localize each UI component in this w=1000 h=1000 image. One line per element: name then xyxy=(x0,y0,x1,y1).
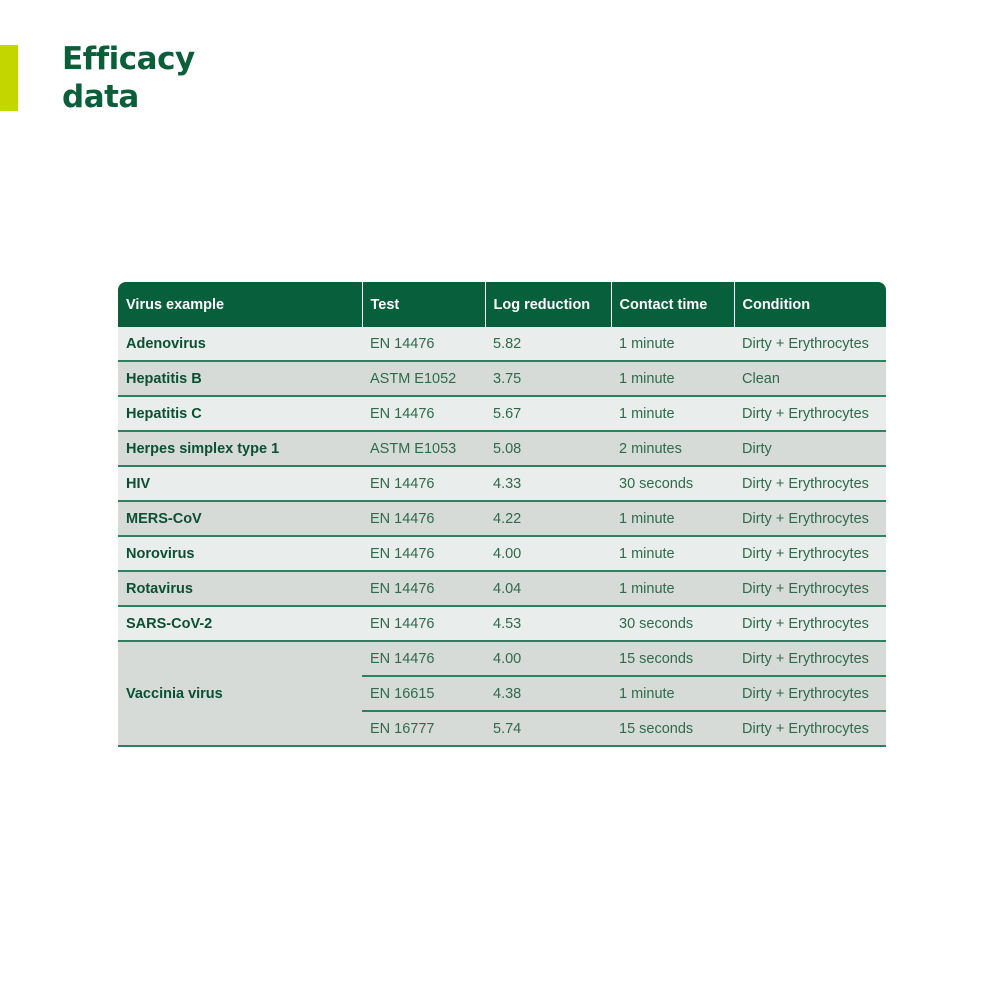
cell-virus: SARS-CoV-2 xyxy=(118,606,362,642)
cell-test: EN 14476 xyxy=(362,327,485,362)
table-row: Hepatitis B ASTM E1052 3.75 1 minute Clean xyxy=(118,361,886,397)
accent-bar xyxy=(0,45,18,111)
cell-condition: Dirty + Erythrocytes xyxy=(734,711,886,747)
table-row: Hepatitis C EN 14476 5.67 1 minute Dirty + E… xyxy=(118,396,886,432)
cell-log-reduction: 4.33 xyxy=(485,466,611,502)
cell-condition: Dirty + Erythrocytes xyxy=(734,466,886,502)
cell-condition: Dirty + Erythrocytes xyxy=(734,676,886,712)
table-row: EN 16615 4.38 1 minute Dirty + Erythrocytes xyxy=(118,676,886,712)
cell-log-reduction: 5.74 xyxy=(485,711,611,747)
table-row: Herpes simplex type 1 ASTM E1053 5.08 2 min… xyxy=(118,431,886,467)
table-row: MERS-CoV EN 14476 4.22 1 minute Dirty + Eryt… xyxy=(118,501,886,537)
cell-log-reduction: 5.08 xyxy=(485,431,611,467)
cell-log-reduction: 5.82 xyxy=(485,327,611,362)
cell-condition: Dirty + Erythrocytes xyxy=(734,641,886,677)
cell-contact-time: 1 minute xyxy=(611,501,734,537)
cell-virus: Herpes simplex type 1 xyxy=(118,431,362,467)
cell-condition: Dirty + Erythrocytes xyxy=(734,327,886,362)
cell-virus: Norovirus xyxy=(118,536,362,572)
cell-condition: Dirty + Erythrocytes xyxy=(734,501,886,537)
table-row: EN 16777 5.74 15 seconds Dirty + Erythrocyt… xyxy=(118,711,886,747)
efficacy-table: Virus example Test Log reduction Contact ti… xyxy=(118,282,886,747)
header-log-reduction: Log reduction xyxy=(485,282,612,327)
cell-virus: Rotavirus xyxy=(118,571,362,607)
cell-condition: Dirty + Erythrocytes xyxy=(734,606,886,642)
cell-test: EN 14476 xyxy=(362,396,485,432)
cell-test: EN 14476 xyxy=(362,501,485,537)
cell-virus: Adenovirus xyxy=(118,327,362,362)
cell-contact-time: 1 minute xyxy=(611,396,734,432)
cell-virus: Vaccinia virus xyxy=(118,641,362,747)
header-test: Test xyxy=(362,282,486,327)
cell-virus: MERS-CoV xyxy=(118,501,362,537)
header-contact-time: Contact time xyxy=(611,282,735,327)
cell-log-reduction: 4.00 xyxy=(485,641,611,677)
table-row: Vaccinia virus EN 14476 4.00 15 seconds Dirt… xyxy=(118,641,886,747)
cell-log-reduction: 4.04 xyxy=(485,571,611,607)
cell-test: EN 16777 xyxy=(362,711,485,747)
cell-contact-time: 1 minute xyxy=(611,361,734,397)
cell-test: EN 16615 xyxy=(362,676,485,712)
cell-contact-time: 1 minute xyxy=(611,676,734,712)
cell-contact-time: 1 minute xyxy=(611,327,734,362)
header-condition: Condition xyxy=(734,282,886,327)
cell-test: EN 14476 xyxy=(362,571,485,607)
cell-test: EN 14476 xyxy=(362,606,485,642)
cell-test: EN 14476 xyxy=(362,641,485,677)
table-row: Adenovirus EN 14476 5.82 1 minute Dirty + Er… xyxy=(118,327,886,362)
cell-condition: Clean xyxy=(734,361,886,397)
table-row: SARS-CoV-2 EN 14476 4.53 30 seconds Dirty + … xyxy=(118,606,886,642)
cell-contact-time: 15 seconds xyxy=(611,641,734,677)
cell-contact-time: 1 minute xyxy=(611,571,734,607)
cell-virus: Hepatitis B xyxy=(118,361,362,397)
cell-virus: HIV xyxy=(118,466,362,502)
cell-test: EN 14476 xyxy=(362,536,485,572)
cell-condition: Dirty + Erythrocytes xyxy=(734,571,886,607)
cell-test: ASTM E1053 xyxy=(362,431,485,467)
cell-log-reduction: 4.00 xyxy=(485,536,611,572)
cell-contact-time: 1 minute xyxy=(611,536,734,572)
header-virus-example: Virus example xyxy=(118,282,363,327)
cell-virus: Hepatitis C xyxy=(118,396,362,432)
table-row: HIV EN 14476 4.33 30 seconds Dirty + Erythro… xyxy=(118,466,886,502)
cell-test: EN 14476 xyxy=(362,466,485,502)
cell-contact-time: 15 seconds xyxy=(611,711,734,747)
cell-contact-time: 30 seconds xyxy=(611,606,734,642)
cell-contact-time: 2 minutes xyxy=(611,431,734,467)
cell-log-reduction: 4.38 xyxy=(485,676,611,712)
cell-log-reduction: 4.53 xyxy=(485,606,611,642)
cell-condition: Dirty + Erythrocytes xyxy=(734,536,886,572)
table-header-row: Virus example Test Log reduction Contact ti… xyxy=(118,282,886,327)
page-title: Efficacy data xyxy=(62,41,195,115)
cell-log-reduction: 4.22 xyxy=(485,501,611,537)
table-row: Rotavirus EN 14476 4.04 1 minute Dirty + Ery… xyxy=(118,571,886,607)
cell-contact-time: 30 seconds xyxy=(611,466,734,502)
cell-test: ASTM E1052 xyxy=(362,361,485,397)
cell-log-reduction: 5.67 xyxy=(485,396,611,432)
cell-condition: Dirty + Erythrocytes xyxy=(734,396,886,432)
cell-log-reduction: 3.75 xyxy=(485,361,611,397)
cell-condition: Dirty xyxy=(734,431,886,467)
table-row: Norovirus EN 14476 4.00 1 minute Dirty + Ery… xyxy=(118,536,886,572)
